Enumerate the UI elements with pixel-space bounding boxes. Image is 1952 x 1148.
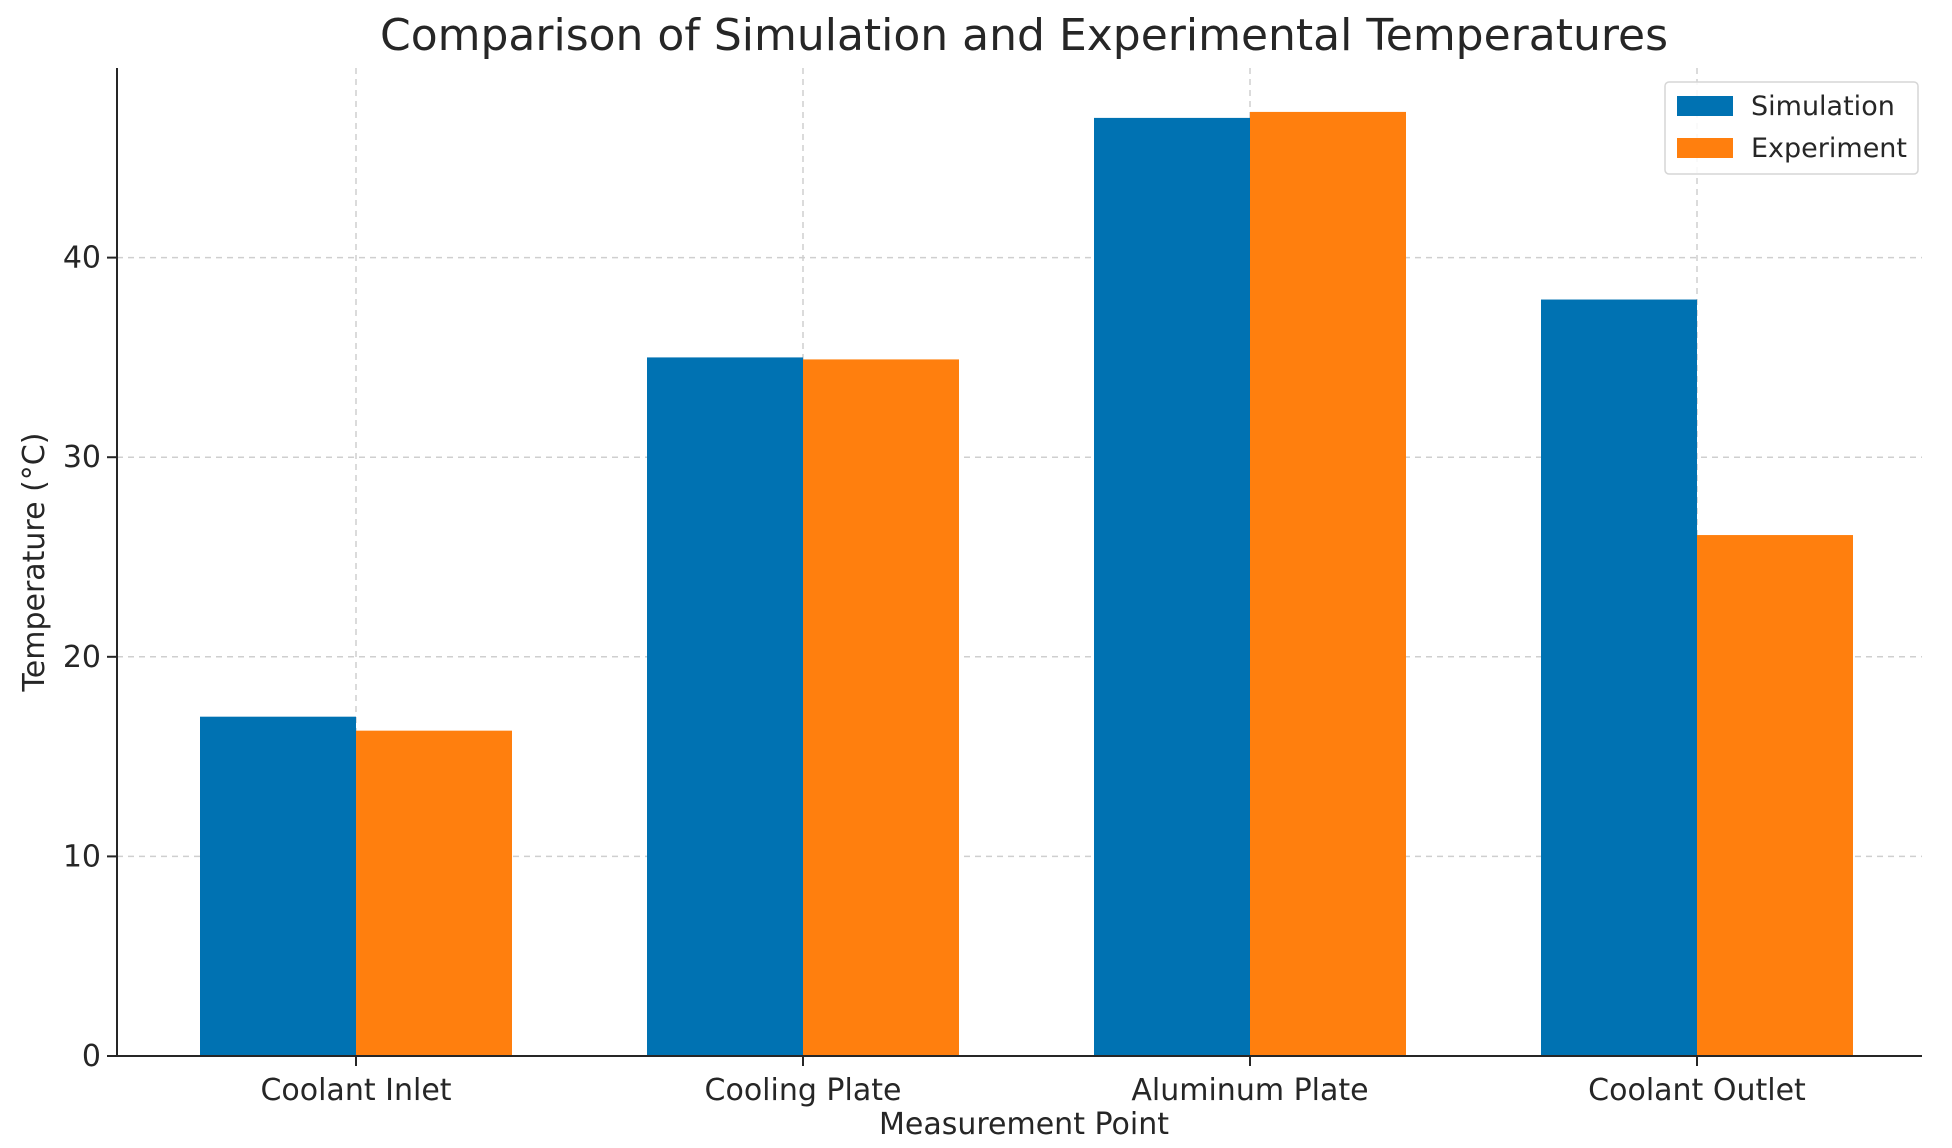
x-tick-label: Coolant Inlet (260, 1073, 451, 1108)
legend-swatch-experiment (1677, 138, 1733, 158)
legend-label-experiment: Experiment (1751, 133, 1907, 164)
y-ticks: 0 10 20 30 40 (63, 241, 117, 1074)
x-tick-label: Aluminum Plate (1131, 1073, 1368, 1108)
x-axis-label: Measurement Point (879, 1107, 1169, 1142)
legend-label-simulation: Simulation (1751, 91, 1895, 122)
x-ticks: Coolant Inlet Cooling Plate Aluminum Plate… (260, 1056, 1806, 1108)
bar-simulation-2 (1094, 117, 1250, 1056)
bar-experiment-1 (803, 359, 959, 1056)
axes (116, 68, 1922, 1057)
bar-experiment-2 (1250, 111, 1406, 1056)
y-tick-label: 0 (82, 1039, 101, 1074)
y-axis-label: Temperature (°C) (17, 433, 52, 693)
bar-experiment-3 (1697, 535, 1853, 1056)
legend-swatch-simulation (1677, 96, 1733, 116)
y-tick-label: 10 (63, 839, 101, 874)
x-tick-label: Cooling Plate (705, 1073, 902, 1108)
legend: Simulation Experiment (1664, 81, 1919, 175)
bar-simulation-1 (647, 357, 803, 1056)
y-tick-label: 20 (63, 640, 101, 675)
y-tick-label: 40 (63, 241, 101, 276)
bar-simulation-3 (1541, 299, 1697, 1056)
y-tick-label: 30 (63, 440, 101, 475)
bar-simulation-0 (200, 716, 356, 1056)
bar-experiment-0 (356, 730, 512, 1056)
chart-title: Comparison of Simulation and Experimenta… (380, 10, 1668, 61)
x-tick-label: Coolant Outlet (1588, 1073, 1806, 1108)
bars (200, 111, 1853, 1056)
